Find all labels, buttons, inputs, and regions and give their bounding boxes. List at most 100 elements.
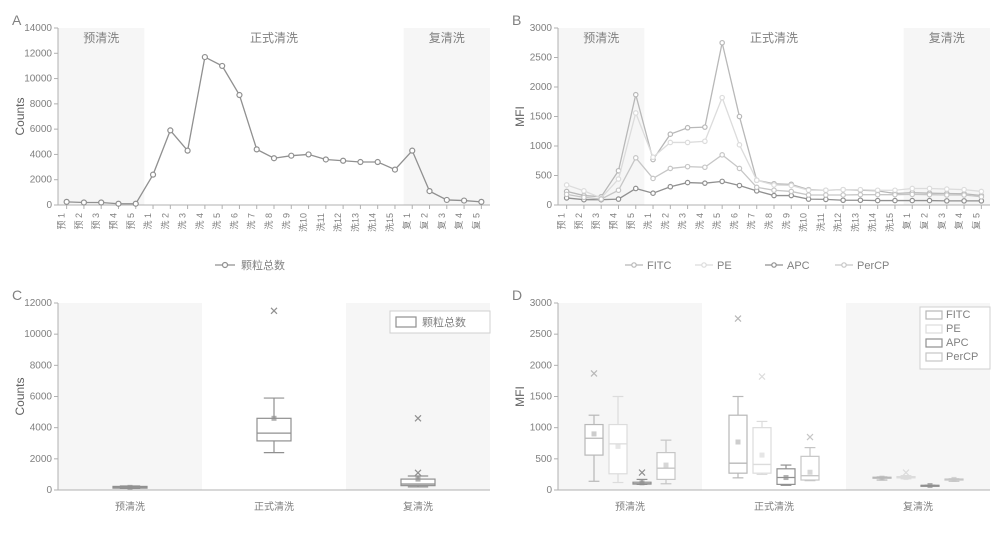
svg-text:Counts: Counts	[13, 97, 27, 135]
svg-text:洗 1: 洗 1	[642, 213, 653, 230]
svg-text:10000: 10000	[24, 329, 52, 340]
svg-text:2000: 2000	[30, 454, 53, 465]
svg-text:洗10: 洗10	[798, 213, 809, 232]
svg-text:预 1: 预 1	[557, 213, 567, 230]
svg-text:APC: APC	[946, 337, 969, 349]
svg-text:10000: 10000	[24, 74, 52, 85]
svg-text:洗 6: 洗 6	[728, 213, 739, 230]
svg-text:洗 8: 洗 8	[763, 213, 774, 230]
svg-text:复清洗: 复清洗	[429, 31, 465, 45]
svg-text:洗 1: 洗 1	[142, 213, 153, 230]
svg-text:0: 0	[46, 200, 52, 211]
svg-text:洗11: 洗11	[315, 213, 326, 231]
svg-text:洗 5: 洗 5	[211, 213, 222, 230]
svg-text:14000: 14000	[24, 23, 52, 34]
svg-text:0: 0	[546, 485, 552, 496]
panel-c-label: C	[12, 287, 22, 303]
svg-text:0: 0	[46, 485, 52, 496]
panel-c: C 0 2000 4000 6000 8000 10000 12000 Counts 预清洗 正式…	[10, 285, 500, 520]
svg-text:500: 500	[535, 171, 552, 182]
svg-text:复 5: 复 5	[470, 213, 481, 230]
chart-a: 预清洗正式清洗复清洗020004000600080001000012000140…	[10, 10, 500, 275]
svg-text:复清洗: 复清洗	[403, 500, 433, 513]
svg-text:洗 4: 洗 4	[194, 213, 205, 230]
panel-b: B 预清洗正式清洗复清洗050010001500200025003000MFI预…	[510, 10, 1000, 275]
svg-text:洗14: 洗14	[367, 213, 378, 232]
svg-text:12000: 12000	[24, 298, 52, 309]
panel-d-label: D	[512, 287, 522, 303]
svg-text:正式清洗: 正式清洗	[254, 500, 294, 513]
svg-text:复清洗: 复清洗	[903, 500, 933, 513]
svg-text:复 4: 复 4	[953, 213, 964, 230]
svg-text:洗 2: 洗 2	[159, 213, 170, 230]
svg-text:复 1: 复 1	[901, 213, 912, 230]
svg-text:8000: 8000	[30, 360, 53, 371]
svg-text:复 2: 复 2	[919, 213, 930, 230]
svg-text:预 5: 预 5	[626, 213, 636, 230]
svg-text:1000: 1000	[530, 423, 553, 434]
svg-text:复 3: 复 3	[436, 213, 447, 230]
svg-text:预 3: 预 3	[91, 213, 101, 230]
svg-text:复 2: 复 2	[419, 213, 430, 230]
svg-text:洗 7: 洗 7	[746, 213, 757, 230]
svg-text:6000: 6000	[30, 392, 53, 403]
svg-text:颗粒总数: 颗粒总数	[422, 315, 466, 329]
chart-d: 050010001500200025003000MFI预清洗正式清洗复清洗FIT…	[510, 285, 1000, 520]
svg-text:MFI: MFI	[513, 386, 527, 407]
svg-text:预 4: 预 4	[108, 213, 118, 230]
svg-text:预 1: 预 1	[57, 213, 67, 230]
svg-text:预 2: 预 2	[74, 213, 84, 230]
svg-text:0: 0	[546, 200, 552, 211]
svg-text:洗12: 洗12	[832, 213, 843, 232]
svg-text:2000: 2000	[530, 82, 553, 93]
svg-text:洗 9: 洗 9	[780, 213, 791, 230]
svg-text:Counts: Counts	[13, 377, 27, 415]
svg-text:洗15: 洗15	[384, 213, 395, 232]
svg-text:4000: 4000	[30, 149, 53, 160]
svg-text:洗11: 洗11	[815, 213, 826, 231]
svg-text:4000: 4000	[30, 423, 53, 434]
svg-text:预 4: 预 4	[608, 213, 618, 230]
svg-text:复 5: 复 5	[970, 213, 981, 230]
svg-text:颗粒总数: 颗粒总数	[241, 258, 285, 272]
svg-text:2000: 2000	[30, 175, 53, 186]
svg-text:PE: PE	[717, 260, 732, 272]
svg-text:3000: 3000	[530, 23, 553, 34]
svg-text:洗 8: 洗 8	[263, 213, 274, 230]
svg-text:正式清洗: 正式清洗	[754, 500, 794, 513]
svg-text:预 5: 预 5	[126, 213, 136, 230]
svg-text:1500: 1500	[530, 112, 553, 123]
svg-text:预清洗: 预清洗	[583, 31, 619, 45]
chart-b: 预清洗正式清洗复清洗050010001500200025003000MFI预 1…	[510, 10, 1000, 275]
svg-text:预 3: 预 3	[591, 213, 601, 230]
svg-text:洗12: 洗12	[332, 213, 343, 232]
svg-text:PE: PE	[946, 323, 961, 335]
panel-a: A 预清洗正式清洗复清洗0200040006000800010000120001…	[10, 10, 500, 275]
svg-text:洗 3: 洗 3	[177, 213, 188, 230]
svg-text:洗 2: 洗 2	[659, 213, 670, 230]
svg-text:预 2: 预 2	[574, 213, 584, 230]
svg-text:APC: APC	[787, 260, 810, 272]
panel-b-label: B	[512, 12, 521, 28]
svg-text:MFI: MFI	[513, 106, 527, 127]
svg-text:洗 3: 洗 3	[677, 213, 688, 230]
chart-c: 0 2000 4000 6000 8000 10000 12000 Counts 预清洗 正式清洗…	[10, 285, 500, 520]
svg-text:FITC: FITC	[946, 309, 970, 321]
svg-text:3000: 3000	[530, 298, 553, 309]
svg-text:洗15: 洗15	[884, 213, 895, 232]
svg-text:复 1: 复 1	[401, 213, 412, 230]
svg-text:2500: 2500	[530, 329, 553, 340]
panel-a-label: A	[12, 12, 21, 28]
svg-text:洗 4: 洗 4	[694, 213, 705, 230]
svg-text:洗 7: 洗 7	[246, 213, 257, 230]
svg-text:2000: 2000	[530, 360, 553, 371]
svg-text:500: 500	[535, 454, 552, 465]
svg-text:6000: 6000	[30, 124, 53, 135]
svg-text:8000: 8000	[30, 99, 53, 110]
svg-text:正式清洗: 正式清洗	[750, 31, 798, 45]
svg-text:12000: 12000	[24, 48, 52, 59]
svg-text:洗 9: 洗 9	[280, 213, 291, 230]
svg-text:预清洗: 预清洗	[115, 500, 145, 513]
svg-text:2500: 2500	[530, 53, 553, 64]
svg-text:PerCP: PerCP	[946, 351, 978, 363]
